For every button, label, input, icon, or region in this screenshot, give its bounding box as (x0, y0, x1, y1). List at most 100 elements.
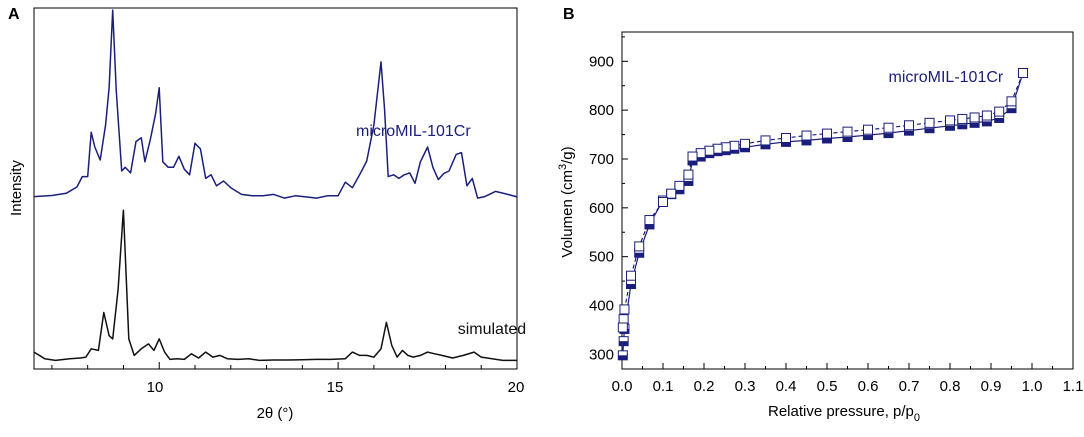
panel-b-point-desorption (904, 120, 914, 131)
panel-b-point-desorption (842, 126, 853, 137)
panel-b-x-tick-label: 0.6 (858, 378, 879, 395)
panel-a-chart: 10 15 20 2θ (°) Intensity microMIL-101Cr… (8, 7, 526, 422)
panel-b-x-axis-label-main: Relative pressure, p/p (768, 403, 914, 420)
panel-b-marker-fill (683, 180, 693, 186)
panel-b-point-desorption (760, 135, 771, 146)
panel-a-series (33, 9, 518, 362)
panel-b-marker-fill (618, 355, 628, 360)
panel-b-point-desorption (695, 148, 706, 159)
panel-b-point-desorption (740, 138, 750, 149)
panel-b-y-axis-label-main: Volumen (cm (559, 170, 576, 258)
panel-b-point-desorption (712, 143, 723, 154)
panel-b-marker-fill (619, 341, 629, 346)
panel-b-x-tick-label: 0.2 (694, 378, 715, 395)
panel-a-x-ticks (51, 362, 518, 369)
panel-b-marker-fill (721, 150, 731, 155)
panel-b-x-tick-label: 0.4 (776, 378, 797, 395)
panel-b-marker-fill (982, 121, 992, 126)
panel-b-point-desorption (617, 322, 628, 333)
panel-b-point-adsorption (626, 279, 637, 290)
panel-a-x-tick-label: 15 (327, 379, 344, 396)
panel-b-point-desorption (687, 151, 698, 162)
panel-b-point-adsorption (618, 336, 629, 347)
panel-b-point-desorption (619, 304, 630, 315)
panel-b-point-desorption (729, 140, 740, 151)
panel-b-y-tick-label: 700 (589, 151, 614, 168)
panel-b-point-desorption (683, 169, 694, 180)
panel-b-marker-fill (674, 189, 684, 194)
panel-a-x-axis-label: 2θ (°) (257, 405, 294, 422)
panel-b-marker-fill (729, 148, 739, 154)
panel-b-x-tick-label: 1.1 (1063, 378, 1084, 395)
panel-b-marker-fill (904, 130, 914, 136)
panel-b-y-tick-label: 500 (589, 249, 614, 266)
panel-b-x-tick-label: 0.0 (612, 378, 633, 395)
panel-a-x-tick-label: 10 (147, 379, 164, 396)
panel-b-point-desorption (1017, 68, 1028, 79)
panel-b-annotation-micromil: microMIL-101Cr (889, 69, 1004, 86)
panel-b-y-tick-label: 600 (589, 200, 614, 217)
panel-b-y-tick-label: 300 (589, 346, 614, 363)
panel-b-series-line-desorption (622, 72, 1024, 328)
panel-b-marker-fill (822, 138, 832, 143)
panel-b-point-desorption (969, 112, 980, 123)
panel-b-marker-fill (970, 122, 980, 128)
panel-b-y-tick-label: 900 (589, 53, 614, 70)
panel-b-point-desorption (1006, 96, 1017, 107)
panel-b-marker-fill (925, 128, 934, 133)
panel-a-series-micromil-101cr (33, 9, 518, 199)
panel-b-point-desorption (658, 196, 668, 207)
panel-b-marker-fill (644, 224, 654, 229)
panel-b-ticks: 0.0 0.1 0.2 0.3 0.4 0.5 0.6 0.7 0.8 0.9 1.0 1.1 300 4… (589, 36, 1084, 395)
panel-b-point-desorption (781, 132, 791, 143)
panel-b-point-desorption (945, 115, 955, 126)
panel-b-x-tick-label: 0.3 (735, 378, 756, 395)
panel-b-marker-fill (884, 133, 893, 138)
panel-b-marker-fill (994, 117, 1004, 123)
panel-a-label: A (8, 6, 20, 23)
panel-b-point-desorption (957, 113, 968, 124)
panel-b-marker-fill (688, 160, 698, 165)
panel-b-point-desorption (863, 124, 873, 135)
panel-b-x-axis-label: Relative pressure, p/p0 (768, 403, 920, 424)
panel-a-frame (33, 7, 518, 370)
panel-b-x-tick-label: 0.1 (653, 378, 674, 395)
panel-b-marker-fill (626, 284, 636, 289)
panel-b-point-desorption (644, 215, 655, 226)
panel-b-marker-fill (863, 135, 873, 140)
panel-b-x-tick-label: 0.9 (981, 378, 1002, 395)
panel-b-point-desorption (924, 117, 935, 128)
panel-b-marker-fill (634, 252, 644, 258)
panel-b-frame (621, 31, 1074, 370)
panel-a-x-tick-label: 20 (508, 379, 525, 396)
panel-b-marker-fill (696, 156, 706, 162)
panel-b-x-tick-label: 0.5 (817, 378, 838, 395)
panel-b-point-desorption (883, 122, 894, 133)
panel-b-y-tick-label: 400 (589, 298, 614, 315)
panel-b-point-desorption (994, 106, 1005, 117)
panel-b-x-tick-label: 0.8 (940, 378, 961, 395)
panel-b-label: B (563, 6, 575, 23)
panel-a-series-simulated (33, 209, 517, 362)
panel-b-y-axis-label-tail: /g) (559, 146, 576, 164)
panel-b-point-adsorption (617, 350, 628, 361)
panel-b-chart: 0.0 0.1 0.2 0.3 0.4 0.5 0.6 0.7 0.8 0.9 1.0 1.1 300 4… (557, 31, 1084, 424)
panel-b-marker-fill (957, 124, 967, 129)
panel-b-point-desorption (618, 314, 629, 325)
panel-b-marker-fill (761, 144, 770, 149)
panel-b-point-desorption (674, 180, 685, 191)
panel-b-point-desorption (801, 130, 812, 141)
panel-b-marker-fill (802, 140, 811, 145)
panel-b-point-desorption (634, 241, 645, 252)
panel-b-x-tick-label: 0.7 (899, 378, 920, 395)
panel-b-y-axis-label: Volumen (cm3/g) (557, 146, 576, 257)
panel-b-x-tick-label: 1.0 (1022, 378, 1043, 395)
panel-a-y-axis-label: Intensity (8, 160, 25, 216)
panel-b-point-desorption (704, 145, 715, 156)
panel-b-y-tick-label: 800 (589, 102, 614, 119)
panel-b-point-desorption (666, 188, 677, 199)
panel-b-marker-fill (945, 125, 955, 131)
panel-b-x-axis-label-sub: 0 (914, 412, 920, 424)
